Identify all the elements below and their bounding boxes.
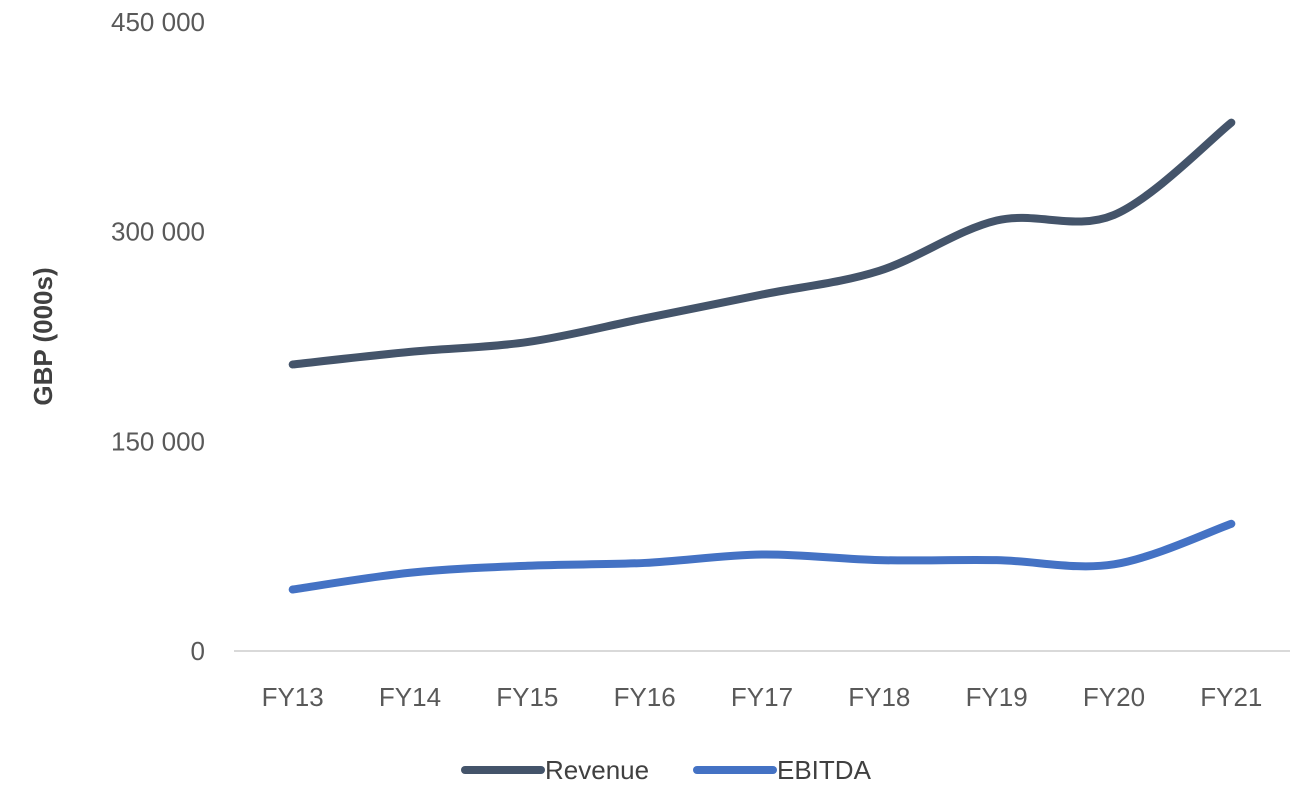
x-tick-label: FY17 [731,682,793,712]
x-tick-label: FY21 [1200,682,1262,712]
ebitda-line [288,519,1236,594]
y-tick-label: 150 000 [111,426,205,456]
legend-label-revenue: Revenue [545,755,649,785]
x-tick-label: FY15 [496,682,558,712]
x-tick-label: FY18 [848,682,910,712]
y-axis-title: GBP (000s) [28,267,58,405]
y-tick-label: 0 [191,636,205,666]
x-tick-label: FY16 [614,682,676,712]
x-tick-label: FY19 [966,682,1028,712]
y-tick-label: 450 000 [111,7,205,37]
x-tick-label: FY20 [1083,682,1145,712]
x-axis-ticks: FY13 FY14 FY15 FY16 FY17 FY18 FY19 FY20 FY21 [262,682,1263,712]
revenue-line [288,118,1236,369]
legend: Revenue EBITDA [461,755,872,785]
y-axis-ticks: 0 150 000 300 000 450 000 [111,7,205,666]
legend-label-ebitda: EBITDA [777,755,872,785]
x-tick-label: FY13 [262,682,324,712]
x-tick-label: FY14 [379,682,441,712]
series-layer [288,118,1236,594]
y-tick-label: 300 000 [111,217,205,247]
